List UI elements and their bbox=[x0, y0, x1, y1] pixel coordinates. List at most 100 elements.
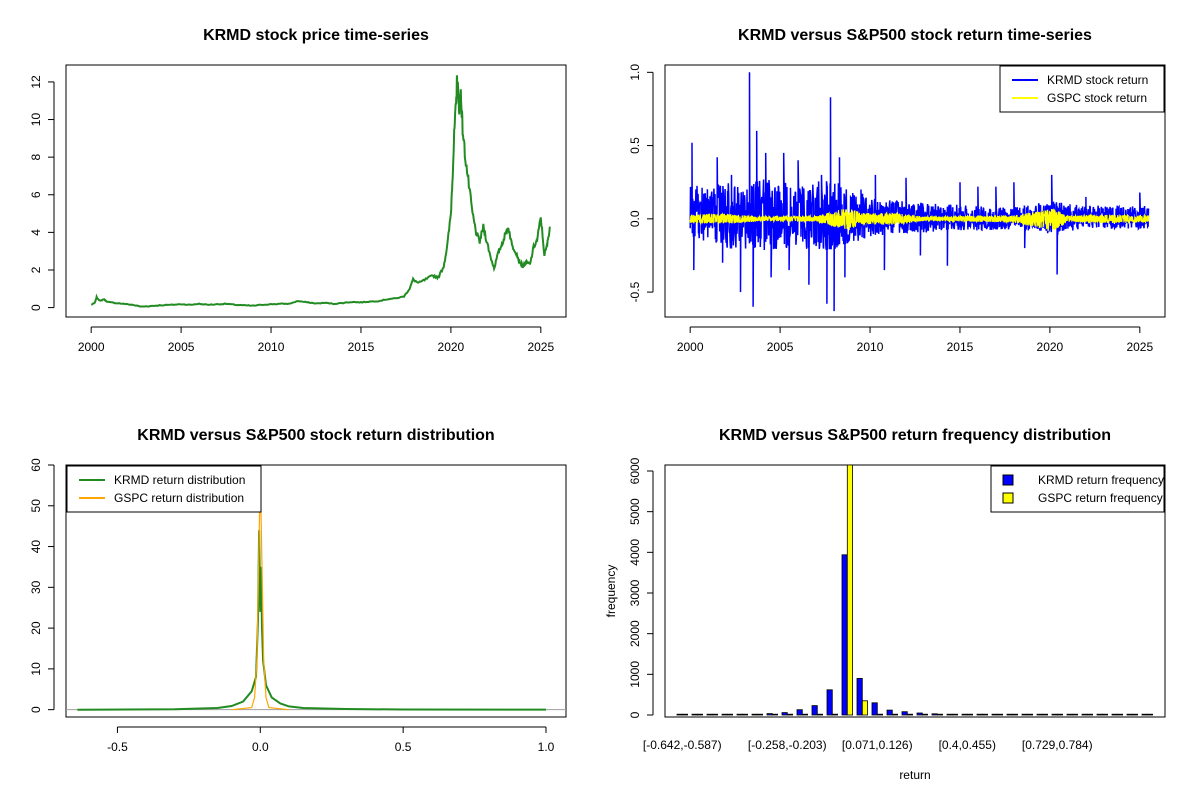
legend-entry: KRMD return frequency bbox=[1038, 473, 1164, 487]
x-tick-label: [-0.258,-0.203) bbox=[748, 738, 827, 752]
krmd-frequency-bar bbox=[886, 709, 893, 716]
x-tick-label: 2010 bbox=[857, 340, 884, 354]
krmd-frequency-bar bbox=[736, 713, 743, 716]
y-tick-label: 1.0 bbox=[628, 64, 642, 81]
krmd-frequency-bar bbox=[751, 713, 758, 716]
krmd-frequency-bar bbox=[901, 711, 908, 716]
krmd-frequency-bar bbox=[961, 713, 968, 716]
gspc-frequency-bar bbox=[771, 713, 778, 716]
legend-swatch bbox=[1002, 492, 1014, 504]
gspc-frequency-bar bbox=[966, 713, 973, 716]
x-tick-label: [0.4,0.455) bbox=[939, 738, 996, 752]
krmd-frequency-bar bbox=[916, 712, 923, 716]
gspc-frequency-bar bbox=[1146, 713, 1154, 716]
x-tick-label: [-0.642,-0.587) bbox=[643, 738, 722, 752]
krmd-frequency-bar bbox=[781, 712, 788, 716]
y-axis-title: frequency bbox=[604, 565, 618, 618]
legend-box bbox=[990, 465, 1165, 513]
gspc-frequency-bar bbox=[906, 713, 913, 716]
chart-title: KRMD stock price time-series bbox=[203, 27, 429, 44]
gspc-frequency-bar bbox=[801, 713, 808, 716]
x-tick-label: -0.5 bbox=[107, 740, 128, 754]
gspc-frequency-bar bbox=[681, 713, 688, 716]
krmd-frequency-bar bbox=[706, 713, 713, 716]
x-tick-label: 2000 bbox=[677, 340, 704, 354]
y-tick-label: 6000 bbox=[628, 457, 642, 484]
krmd-frequency-bar bbox=[1066, 713, 1073, 716]
frequency-chart: KRMD versus S&P500 return frequency dist… bbox=[604, 427, 1166, 782]
y-tick-label: -0.5 bbox=[628, 281, 642, 302]
x-tick-label: 2015 bbox=[348, 340, 375, 354]
x-tick-label: [0.729,0.784) bbox=[1022, 738, 1093, 752]
x-tick-label: 2020 bbox=[438, 340, 465, 354]
gspc-frequency-bar bbox=[861, 700, 868, 716]
legend-entry: GSPC stock return bbox=[1047, 91, 1147, 105]
gspc-frequency-bar bbox=[1041, 713, 1049, 716]
gspc-frequency-bar bbox=[1071, 713, 1079, 716]
y-tick-label: 10 bbox=[29, 113, 43, 127]
y-tick-label: 60 bbox=[29, 458, 43, 472]
x-tick-label: 2010 bbox=[258, 340, 285, 354]
legend-entry: GSPC return frequency bbox=[1038, 491, 1163, 505]
x-tick-label: 2015 bbox=[947, 340, 974, 354]
x-tick-label: 1.0 bbox=[538, 740, 555, 754]
krmd-frequency-bar bbox=[856, 678, 863, 716]
x-tick-label: 2020 bbox=[1037, 340, 1064, 354]
y-tick-label: 6 bbox=[29, 191, 43, 198]
gspc-frequency-bar bbox=[786, 713, 793, 716]
y-tick-label: 8 bbox=[29, 153, 43, 160]
plot-frame bbox=[65, 464, 567, 718]
krmd-frequency-bar bbox=[871, 702, 878, 716]
gspc-frequency-bar bbox=[1011, 713, 1018, 716]
x-tick-label: 2005 bbox=[767, 340, 794, 354]
krmd-frequency-bar bbox=[1081, 713, 1088, 716]
plot-frame bbox=[664, 64, 1166, 318]
krmd-frequency-bar bbox=[691, 713, 698, 716]
krmd-frequency-bar bbox=[1096, 713, 1103, 716]
y-tick-label: 12 bbox=[29, 75, 43, 89]
density-chart: KRMD versus S&P500 stock return distribu… bbox=[29, 427, 567, 754]
gspc-frequency-bar bbox=[1101, 713, 1109, 716]
y-tick-label: 2000 bbox=[628, 620, 642, 647]
krmd-frequency-bar bbox=[766, 713, 773, 716]
krmd-frequency-bar bbox=[1006, 713, 1013, 716]
gspc-frequency-bar bbox=[831, 713, 838, 716]
gspc-frequency-bar bbox=[1131, 713, 1139, 716]
gspc-frequency-bar bbox=[876, 713, 883, 716]
y-tick-label: 30 bbox=[29, 580, 43, 594]
gspc-frequency-bar bbox=[996, 713, 1003, 716]
y-tick-label: 0 bbox=[628, 711, 642, 718]
krmd-frequency-bar bbox=[796, 709, 803, 716]
krmd-frequency-bar bbox=[1141, 713, 1148, 716]
krmd-frequency-bar bbox=[1036, 713, 1043, 716]
legend-entry: GSPC return distribution bbox=[114, 491, 244, 505]
x-tick-label: 2005 bbox=[168, 340, 195, 354]
krmd-frequency-bar bbox=[841, 554, 848, 716]
legend-entry: KRMD stock return bbox=[1047, 73, 1148, 87]
gspc-frequency-bar bbox=[1116, 713, 1124, 716]
gspc-return-line bbox=[689, 208, 1150, 232]
gspc-frequency-bar bbox=[921, 713, 928, 716]
y-tick-label: 0 bbox=[29, 706, 43, 713]
legend-swatch bbox=[1002, 474, 1014, 486]
y-tick-label: 20 bbox=[29, 621, 43, 635]
y-tick-label: 4 bbox=[29, 229, 43, 236]
krmd-frequency-bar bbox=[976, 713, 983, 716]
krmd-frequency-bar bbox=[991, 713, 998, 716]
gspc-frequency-bar bbox=[741, 713, 748, 716]
gspc-frequency-bar bbox=[1056, 713, 1064, 716]
legend-entry: KRMD return distribution bbox=[114, 473, 245, 487]
gspc-frequency-bar bbox=[696, 713, 703, 716]
plot-frame bbox=[65, 64, 567, 318]
x-tick-label: 0.5 bbox=[395, 740, 412, 754]
y-tick-label: 5000 bbox=[628, 498, 642, 525]
chart-title: KRMD versus S&P500 stock return time-ser… bbox=[738, 27, 1092, 44]
price-series-line bbox=[91, 75, 551, 308]
krmd-frequency-bar bbox=[676, 713, 683, 716]
x-tick-label: [0.071,0.126) bbox=[842, 738, 913, 752]
gspc-frequency-bar bbox=[1086, 713, 1094, 716]
krmd-frequency-bar bbox=[721, 713, 728, 716]
y-tick-label: 10 bbox=[29, 662, 43, 676]
returns-chart: KRMD versus S&P500 stock return time-ser… bbox=[628, 27, 1166, 354]
